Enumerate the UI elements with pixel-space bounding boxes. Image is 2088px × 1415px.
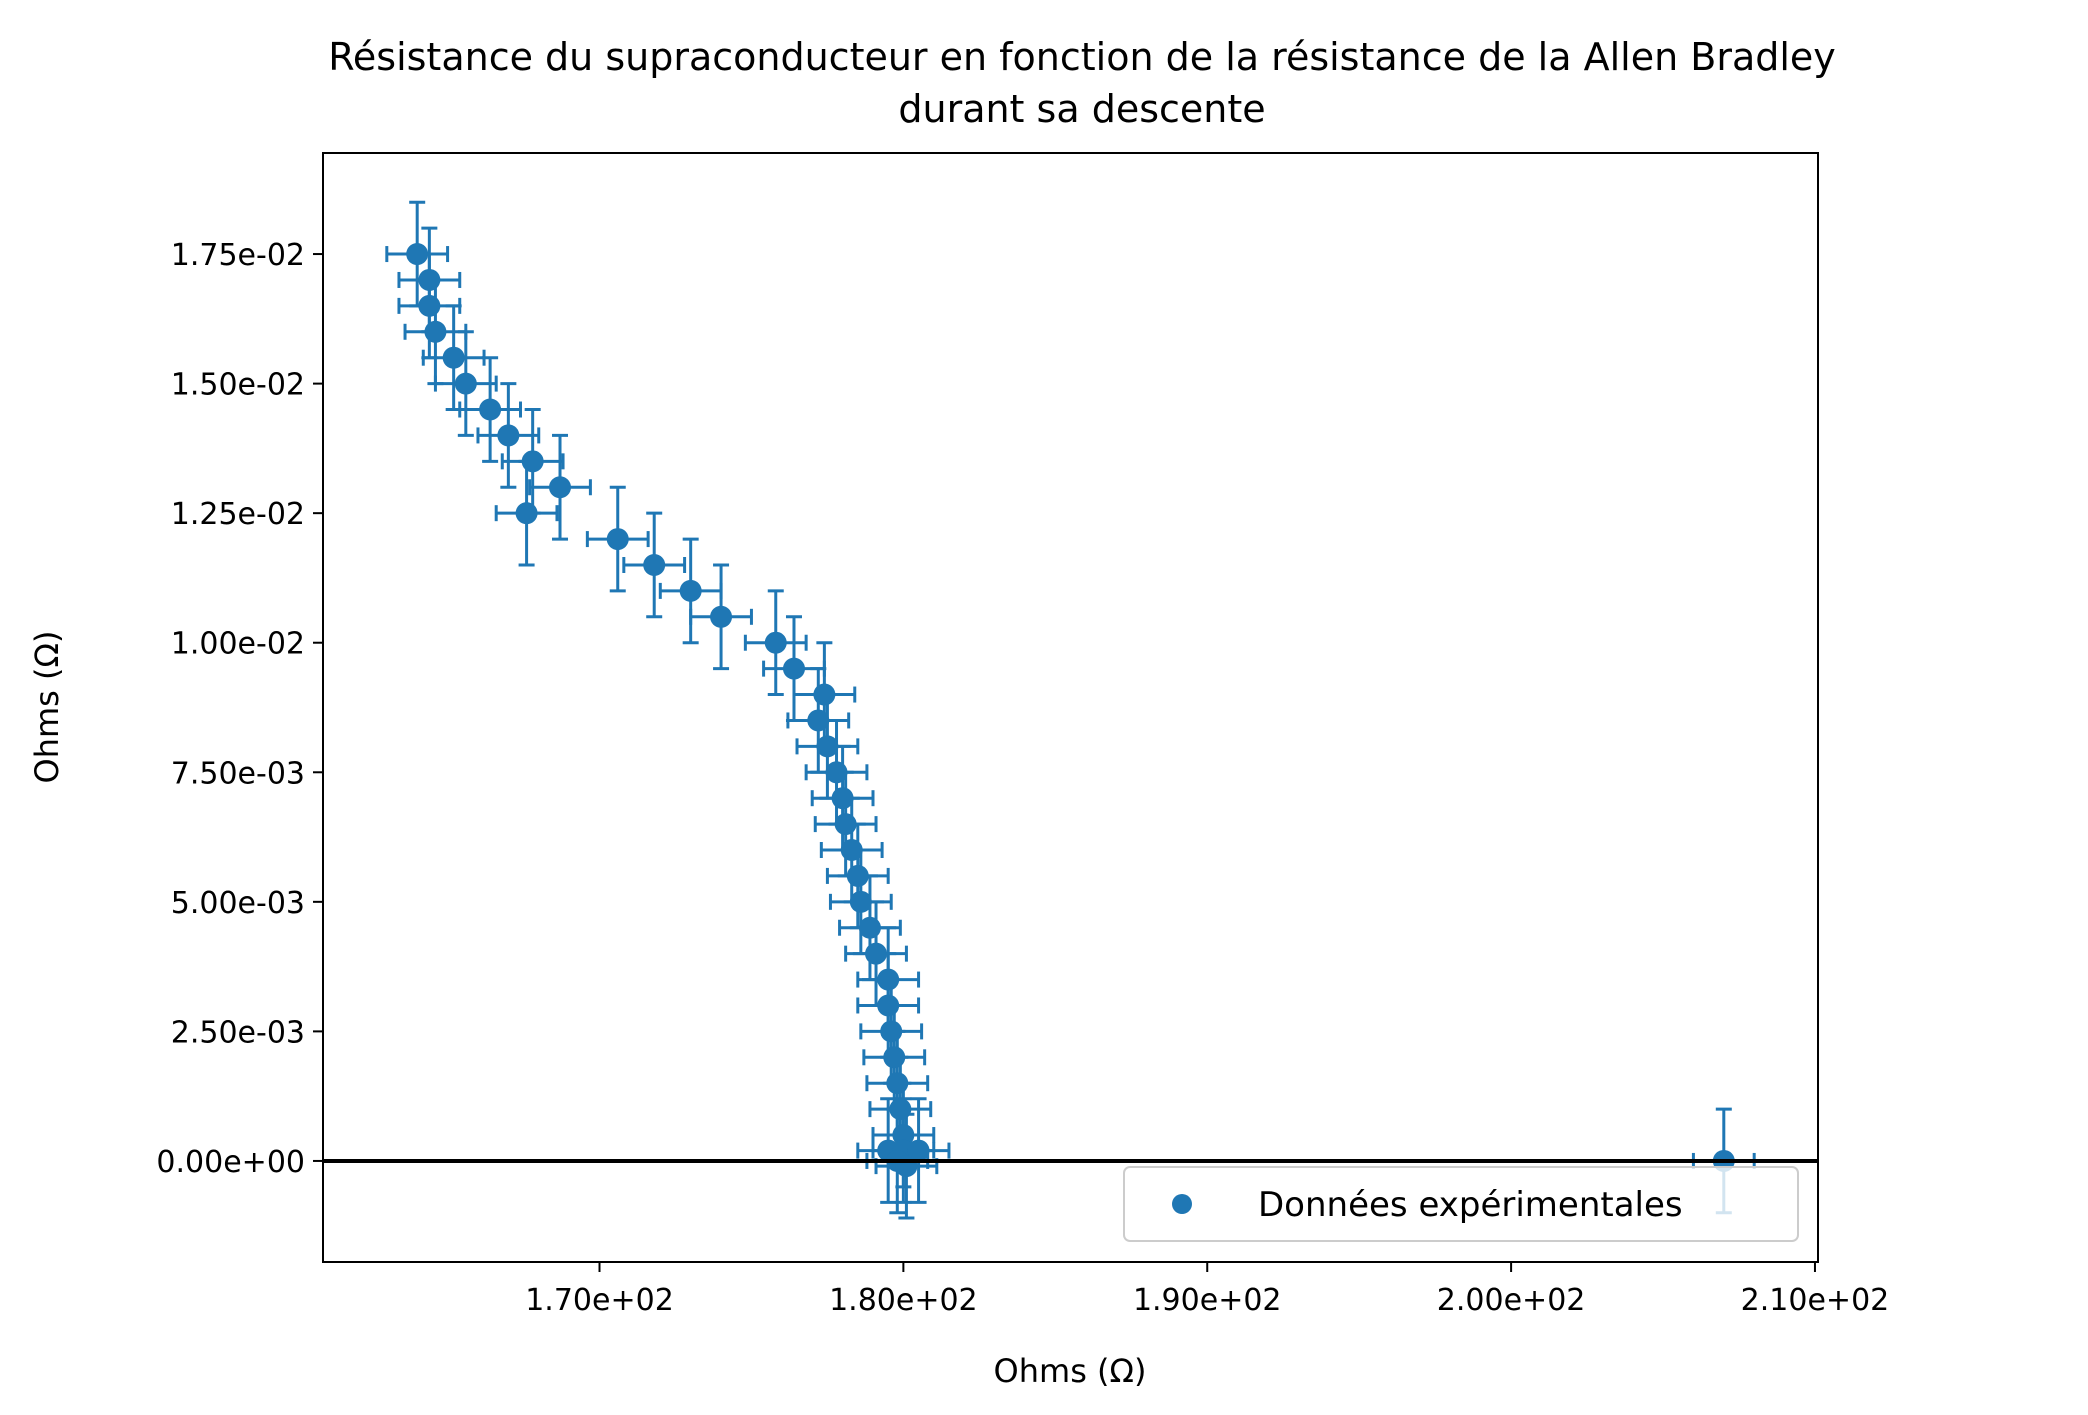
chart-title: Résistance du supraconducteur en fonctio… xyxy=(328,35,1836,79)
y-axis-ticks: 0.00e+00 2.50e-03 5.00e-03 7.50e-03 1.00e-02… xyxy=(156,238,323,1180)
error-bars xyxy=(385,200,1756,1220)
data-point xyxy=(886,1072,909,1095)
data-point xyxy=(549,476,572,499)
data-point xyxy=(813,683,836,706)
data-point xyxy=(418,294,441,317)
y-tick-label: 1.25e-02 xyxy=(171,497,305,532)
data-point xyxy=(880,1020,903,1043)
data-point xyxy=(454,372,477,395)
y-tick-label: 7.50e-03 xyxy=(171,756,305,791)
y-tick-label: 1.75e-02 xyxy=(171,238,305,273)
data-point xyxy=(497,424,520,447)
y-tick-label: 0.00e+00 xyxy=(156,1145,305,1180)
x-tick-label: 2.00e+02 xyxy=(1437,1283,1586,1318)
data-point xyxy=(858,916,881,939)
data-point xyxy=(825,761,848,784)
y-tick-label: 1.50e-02 xyxy=(171,368,305,403)
data-point xyxy=(606,528,629,551)
data-point xyxy=(877,994,900,1017)
data-point xyxy=(807,709,830,732)
data-point xyxy=(883,1046,906,1069)
data-point xyxy=(834,813,857,836)
x-axis-label: Ohms (Ω) xyxy=(994,1352,1147,1390)
data-point xyxy=(831,787,854,810)
data-point xyxy=(895,1155,918,1178)
y-axis-label: Ohms (Ω) xyxy=(28,631,66,784)
data-point xyxy=(846,864,869,887)
data-point xyxy=(764,631,787,654)
data-point xyxy=(442,346,465,369)
data-point xyxy=(710,605,733,628)
data-point xyxy=(424,320,447,343)
data-point xyxy=(479,398,502,421)
x-tick-label: 1.80e+02 xyxy=(829,1283,978,1318)
legend-box xyxy=(1123,1166,1799,1242)
y-tick-label: 2.50e-03 xyxy=(171,1015,305,1050)
legend: Données expérimentales xyxy=(1123,1166,1799,1242)
data-point xyxy=(865,942,888,965)
data-point xyxy=(406,243,429,266)
data-point xyxy=(515,502,538,525)
data-points xyxy=(406,243,1735,1178)
data-point xyxy=(907,1139,930,1162)
data-point xyxy=(418,268,441,291)
x-tick-label: 2.10e+02 xyxy=(1741,1283,1890,1318)
data-point xyxy=(679,579,702,602)
chart-subtitle: durant sa descente xyxy=(898,87,1265,131)
legend-label: Données expérimentales xyxy=(1258,1185,1683,1225)
legend-marker xyxy=(1172,1194,1192,1214)
data-point xyxy=(643,553,666,576)
data-point xyxy=(816,735,839,758)
plot-frame xyxy=(322,152,1819,1263)
x-tick-label: 1.90e+02 xyxy=(1133,1283,1282,1318)
x-tick-label: 1.70e+02 xyxy=(525,1283,674,1318)
data-point xyxy=(889,1098,912,1121)
y-tick-label: 5.00e-03 xyxy=(171,886,305,921)
data-point xyxy=(782,657,805,680)
y-tick-label: 1.00e-02 xyxy=(171,627,305,662)
data-point xyxy=(892,1124,915,1147)
x-axis-ticks: 1.70e+02 1.80e+02 1.90e+02 2.00e+02 2.10e+02 xyxy=(525,1262,1889,1318)
data-point xyxy=(877,968,900,991)
data-point xyxy=(849,890,872,913)
data-point xyxy=(840,839,863,862)
data-point xyxy=(521,450,544,473)
